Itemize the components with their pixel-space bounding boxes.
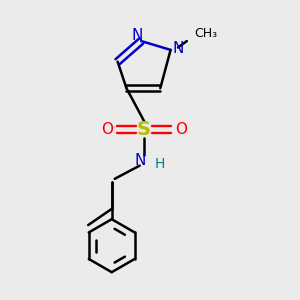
Text: S: S: [137, 120, 151, 139]
Text: O: O: [101, 122, 113, 137]
Text: N: N: [135, 153, 146, 168]
Text: N: N: [172, 41, 184, 56]
Text: H: H: [154, 157, 165, 171]
Text: N: N: [131, 28, 142, 43]
Text: CH₃: CH₃: [194, 27, 217, 40]
Text: O: O: [176, 122, 188, 137]
